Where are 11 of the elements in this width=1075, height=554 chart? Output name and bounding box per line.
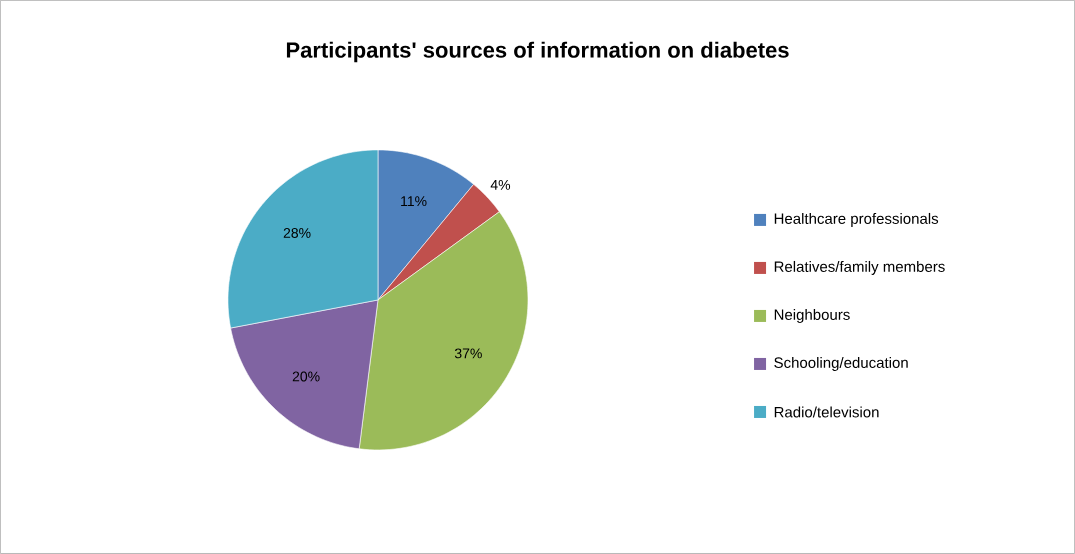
data-label: 37% bbox=[454, 348, 482, 359]
legend-label: Neighbours bbox=[774, 309, 850, 323]
chart-title: Participants' sources of information on diabetes bbox=[286, 41, 789, 63]
legend-label: Relatives/family members bbox=[774, 261, 945, 275]
legend-label: Schooling/education bbox=[774, 357, 908, 371]
data-label: 11% bbox=[401, 196, 427, 207]
data-label: 20% bbox=[292, 371, 320, 382]
legend-label: Healthcare professionals bbox=[774, 212, 939, 227]
data-label: 28% bbox=[283, 228, 311, 239]
data-label: 4% bbox=[490, 180, 511, 190]
legend-label: Radio/television bbox=[774, 406, 879, 418]
